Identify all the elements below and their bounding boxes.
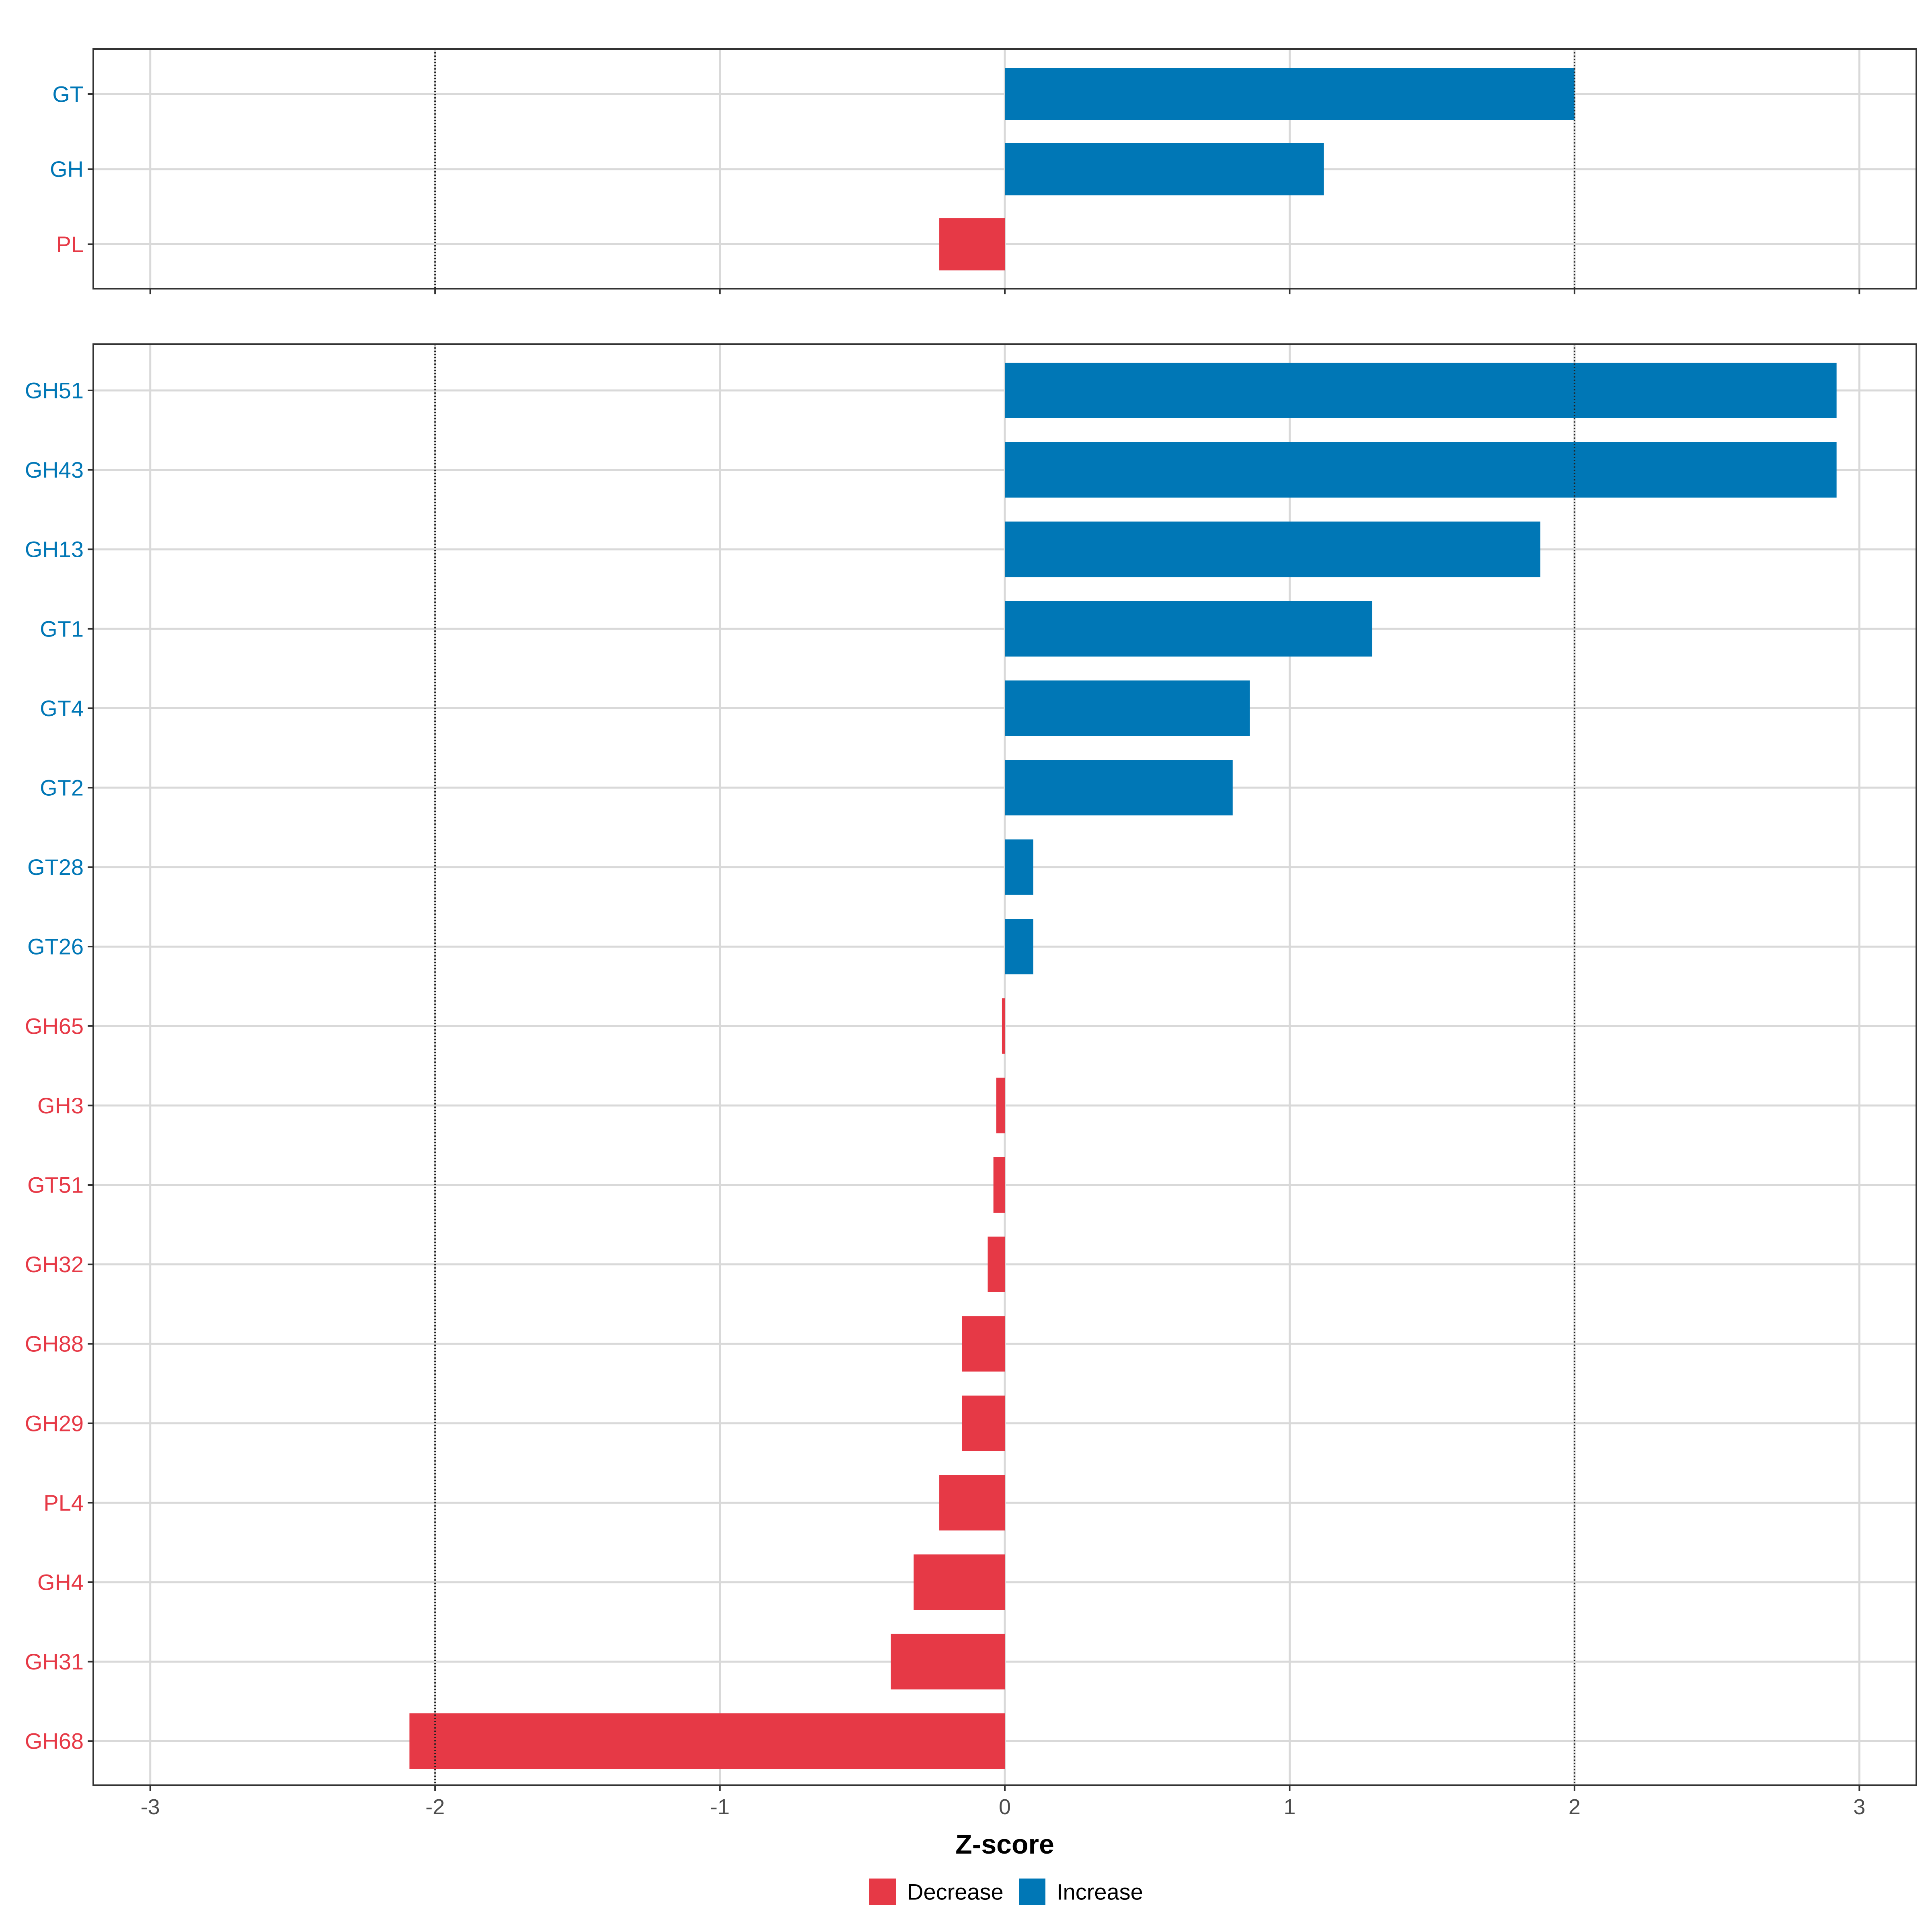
- x-tick-label: 1: [1283, 1795, 1296, 1819]
- x-axis-title: Z-score: [955, 1829, 1054, 1860]
- bar: [962, 1395, 1005, 1451]
- x-tick-label: 2: [1569, 1795, 1581, 1819]
- y-tick-label: GH13: [25, 537, 84, 562]
- x-tick-label: 0: [999, 1795, 1011, 1819]
- bar: [962, 1316, 1005, 1372]
- y-tick-label: GT: [52, 82, 84, 107]
- y-tick-label: GH51: [25, 378, 84, 403]
- y-tick-label: GH88: [25, 1331, 84, 1357]
- bar: [1005, 521, 1540, 577]
- bar: [1005, 68, 1575, 120]
- bar: [988, 1236, 1005, 1292]
- y-tick-label: GH3: [37, 1093, 84, 1118]
- bar: [1005, 143, 1324, 195]
- bar: [939, 1475, 1005, 1531]
- x-tick-label: -3: [141, 1795, 160, 1819]
- legend-swatch-increase: [1019, 1879, 1045, 1905]
- panel-2: GH51 GH43 GH13 GT1 GT4 GT2 GT28 GT26 GH65 GH3 GT51…: [25, 343, 1917, 1791]
- y-tick-label: GH29: [25, 1411, 84, 1436]
- bar: [409, 1713, 1005, 1769]
- bar: [891, 1634, 1005, 1690]
- bar: [1005, 363, 1837, 418]
- x-tick-label: -2: [425, 1795, 445, 1819]
- panel-1: GT GH PL: [50, 48, 1917, 294]
- bar: [1005, 680, 1250, 736]
- y-tick-label: GT4: [40, 696, 84, 721]
- y-tick-label: GH31: [25, 1649, 84, 1674]
- y-tick-label: GH4: [37, 1570, 84, 1595]
- bar: [1005, 601, 1372, 657]
- bar: [1005, 442, 1837, 498]
- bar: [1005, 760, 1233, 815]
- bar: [993, 1157, 1005, 1213]
- bar: [914, 1554, 1005, 1610]
- bar: [939, 218, 1005, 271]
- legend-label-decrease: Decrease: [907, 1879, 1004, 1905]
- x-tick-label: -1: [710, 1795, 730, 1819]
- bar: [1005, 919, 1033, 975]
- y-tick-label: GH68: [25, 1729, 84, 1754]
- bar: [1002, 998, 1005, 1054]
- y-tick-label: GH65: [25, 1013, 84, 1039]
- bar: [1005, 839, 1033, 895]
- y-tick-label: PL4: [43, 1490, 84, 1515]
- legend: Decrease Increase: [869, 1879, 1143, 1905]
- y-tick-label: GH32: [25, 1252, 84, 1277]
- y-tick-label: PL: [56, 232, 84, 257]
- y-tick-label: GT26: [27, 934, 84, 959]
- y-tick-label: GT1: [40, 616, 84, 641]
- y-tick-label: GT28: [27, 854, 84, 880]
- legend-swatch-decrease: [869, 1879, 896, 1905]
- y-tick-label: GT2: [40, 775, 84, 801]
- legend-label-increase: Increase: [1057, 1879, 1143, 1905]
- y-tick-label: GT51: [27, 1172, 84, 1198]
- y-tick-label: GH: [50, 156, 84, 182]
- y-tick-label: GH43: [25, 457, 84, 482]
- x-tick-label: 3: [1853, 1795, 1865, 1819]
- bar: [996, 1078, 1005, 1133]
